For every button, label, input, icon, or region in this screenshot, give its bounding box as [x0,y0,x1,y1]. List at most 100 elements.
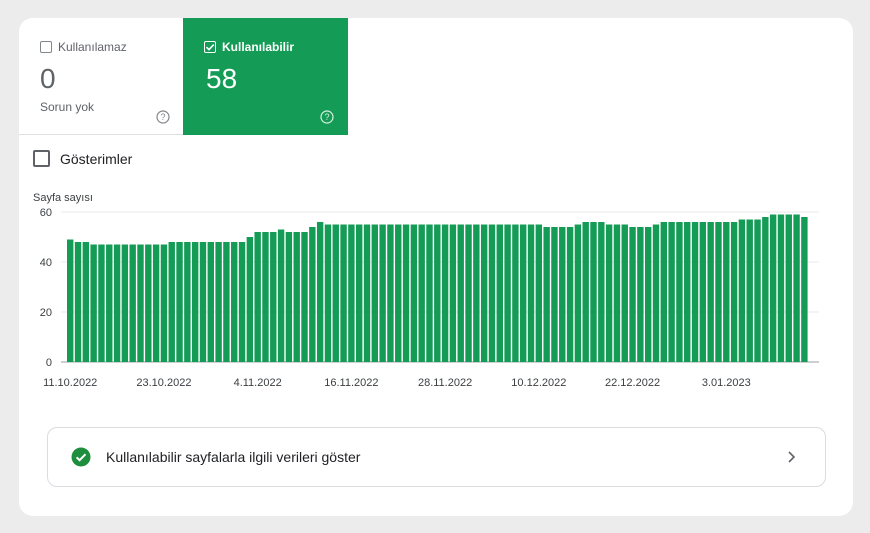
bar[interactable] [551,227,558,362]
bar[interactable] [723,222,730,362]
bar[interactable] [715,222,722,362]
bar[interactable] [566,227,574,362]
bar[interactable] [699,222,707,362]
bar[interactable] [738,219,746,363]
bar[interactable] [231,242,238,362]
bar[interactable] [316,222,324,362]
bar[interactable] [238,242,246,362]
bar[interactable] [707,222,714,362]
bar[interactable] [473,224,480,363]
bar[interactable] [215,242,222,362]
bar[interactable] [246,237,254,362]
bar[interactable] [730,222,738,362]
bar[interactable] [769,214,777,363]
tab-unusable[interactable]: Kullanılamaz 0 Sorun yok ? [19,18,183,135]
bar[interactable] [652,224,660,363]
bar[interactable] [465,224,472,363]
bar[interactable] [590,222,597,362]
bar[interactable] [691,222,699,362]
bar[interactable] [67,239,74,363]
help-icon[interactable]: ? [156,110,170,124]
bar[interactable] [207,242,214,362]
bar[interactable] [293,232,300,362]
bar[interactable] [527,224,535,363]
bar[interactable] [324,224,332,363]
bar[interactable] [262,232,269,362]
bar[interactable] [621,224,628,363]
bar[interactable] [176,242,183,362]
bar[interactable] [363,224,371,363]
bar[interactable] [504,224,511,363]
bar[interactable] [559,227,566,362]
bar[interactable] [418,224,425,363]
help-icon[interactable]: ? [320,110,334,124]
bar[interactable] [395,224,402,363]
bar[interactable] [82,242,90,362]
bar[interactable] [668,222,675,362]
bar[interactable] [426,224,433,363]
bar[interactable] [793,214,800,363]
checked-checkbox-icon[interactable] [204,41,216,53]
tab-usable[interactable]: Kullanılabilir 58 ? [183,18,348,135]
bar[interactable] [746,219,753,363]
bar[interactable] [535,224,543,363]
view-usable-pages-button[interactable]: Kullanılabilir sayfalarla ilgili veriler… [47,427,826,487]
bar[interactable] [309,227,316,362]
bar[interactable] [301,232,308,362]
bar[interactable] [613,224,621,363]
bar[interactable] [574,224,582,363]
bar[interactable] [441,224,449,363]
bar[interactable] [129,244,136,363]
bar[interactable] [223,242,230,362]
bar[interactable] [637,227,644,362]
bar[interactable] [379,224,386,363]
impressions-toggle[interactable]: Gösterimler [33,150,132,167]
bar[interactable] [113,244,121,363]
bar[interactable] [270,232,277,362]
bar[interactable] [434,224,441,363]
bar[interactable] [660,222,668,362]
bar[interactable] [488,224,496,363]
bar[interactable] [512,224,519,363]
bar[interactable] [152,244,160,363]
bar[interactable] [145,244,152,363]
bar[interactable] [785,214,792,363]
bar[interactable] [762,217,769,362]
bar[interactable] [277,229,285,363]
bar[interactable] [191,242,199,362]
bar[interactable] [160,244,168,363]
bar[interactable] [480,224,488,363]
bar[interactable] [543,227,550,362]
unchecked-checkbox-icon[interactable] [33,150,50,167]
bar[interactable] [644,227,652,362]
bar[interactable] [371,224,379,363]
bar[interactable] [98,244,105,363]
bar[interactable] [598,222,605,362]
bar[interactable] [402,224,410,363]
bar[interactable] [387,224,394,363]
unchecked-checkbox-icon[interactable] [40,41,52,53]
bar[interactable] [137,244,144,363]
bar[interactable] [340,224,347,363]
bar[interactable] [605,224,613,363]
bar[interactable] [199,242,207,362]
bar[interactable] [74,242,82,362]
bar[interactable] [629,227,636,362]
bar[interactable] [520,224,527,363]
bar[interactable] [121,244,129,363]
bar[interactable] [168,242,175,362]
bar[interactable] [801,217,808,362]
bar[interactable] [254,232,261,362]
bar[interactable] [106,244,113,363]
bar[interactable] [348,224,355,363]
bar[interactable] [684,222,691,362]
bar[interactable] [754,219,761,363]
bar[interactable] [496,224,503,363]
bar[interactable] [332,224,339,363]
bar[interactable] [457,224,464,363]
bar[interactable] [449,224,457,363]
bar[interactable] [184,242,191,362]
bar[interactable] [676,222,683,362]
bar[interactable] [285,232,293,362]
bar[interactable] [777,214,785,363]
